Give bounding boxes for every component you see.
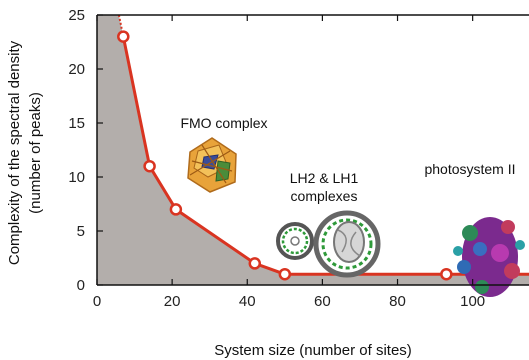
fmo-complex-illustration (187, 137, 237, 193)
data-point-4 (248, 257, 262, 270)
photosystem-ii-illustration (453, 217, 525, 297)
y-tick-label: 10 (68, 169, 85, 186)
data-point-6 (440, 267, 453, 281)
data-point-2 (143, 159, 156, 173)
data-point-3 (169, 203, 183, 216)
data-point-1 (117, 30, 130, 43)
y-tick-label: 15 (68, 115, 85, 132)
y-tick-label: 5 (77, 223, 85, 240)
x-tick-label: 20 (164, 293, 181, 310)
x-tick-label: 100 (460, 293, 485, 310)
x-tick-label: 40 (239, 293, 256, 310)
x-tick-label: 60 (314, 293, 331, 310)
x-axis-label: System size (number of sites) (214, 342, 412, 359)
psii-label: photosystem II (424, 161, 515, 177)
x-tick-label: 0 (93, 293, 101, 310)
lh-label-line1: LH2 & LH1 (290, 170, 359, 186)
lh-label-line2: complexes (291, 188, 358, 204)
y-tick-label: 20 (68, 61, 85, 78)
y-tick-label: 25 (68, 7, 85, 24)
y-axis-label-line1: Complexity of the spectral density (6, 40, 23, 265)
data-point-5 (278, 267, 292, 281)
shaded-area (97, 15, 529, 285)
fmo-label: FMO complex (180, 115, 267, 131)
y-axis-ticks: 0 5 10 15 20 25 (68, 7, 103, 294)
lh2-lh1-illustration (276, 210, 381, 278)
x-axis-ticks: 0 20 40 60 80 100 (93, 15, 485, 310)
y-axis-label-line2: (number of peaks) (27, 92, 44, 214)
y-tick-label: 0 (77, 277, 85, 294)
x-tick-label: 80 (389, 293, 406, 310)
